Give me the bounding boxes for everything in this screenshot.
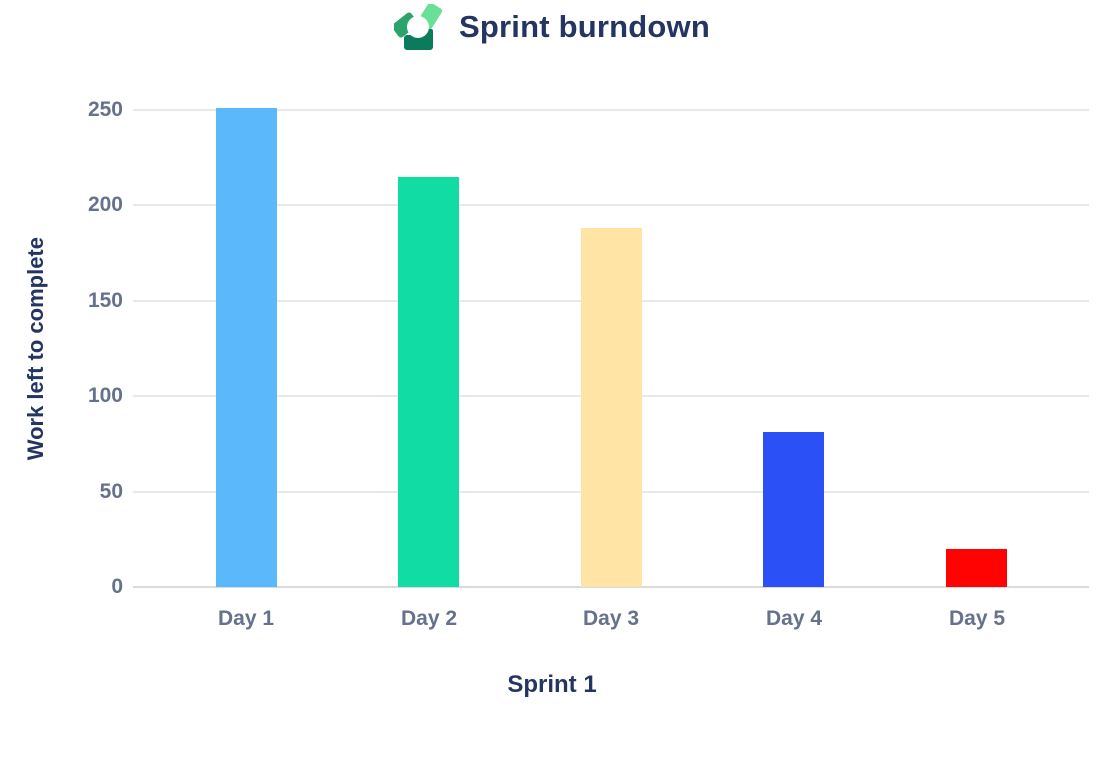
bar-day-1[interactable] (216, 108, 277, 587)
gridline-250 (133, 109, 1089, 111)
x-axis-title: Sprint 1 (507, 671, 597, 698)
gridline-200 (133, 204, 1089, 207)
y-tick-label-0: 0 (111, 575, 123, 598)
x-tick-label-day-1: Day 1 (217, 607, 275, 630)
x-tick-label-day-4: Day 4 (765, 607, 823, 630)
plot-area: 0 50 100 150 200 250 Day 1 Day 2 Day 3 D… (88, 98, 1089, 630)
y-tick-label-150: 150 (87, 288, 123, 312)
bar-day-4[interactable] (763, 432, 824, 587)
x-axis-baseline (133, 586, 1089, 588)
chart-title: Sprint burndown (459, 9, 710, 44)
bar-day-3[interactable] (581, 228, 642, 587)
bar-day-5[interactable] (946, 549, 1007, 587)
y-tick-label-200: 200 (87, 193, 123, 217)
y-tick-label-100: 100 (87, 384, 123, 408)
x-tick-label-day-3: Day 3 (582, 607, 640, 630)
chart-header: Sprint burndown (0, 0, 1104, 54)
bar-day-2[interactable] (398, 177, 459, 587)
y-axis-title: Work left to complete (23, 236, 48, 461)
x-tick-label-day-5: Day 5 (948, 607, 1006, 630)
y-tick-label-250: 250 (87, 98, 123, 121)
y-tick-label-50: 50 (99, 479, 123, 503)
y-axis-title-wrap: Work left to complete (10, 110, 62, 587)
x-tick-label-day-2: Day 2 (400, 607, 458, 630)
geckoboard-logo-icon (394, 2, 446, 52)
